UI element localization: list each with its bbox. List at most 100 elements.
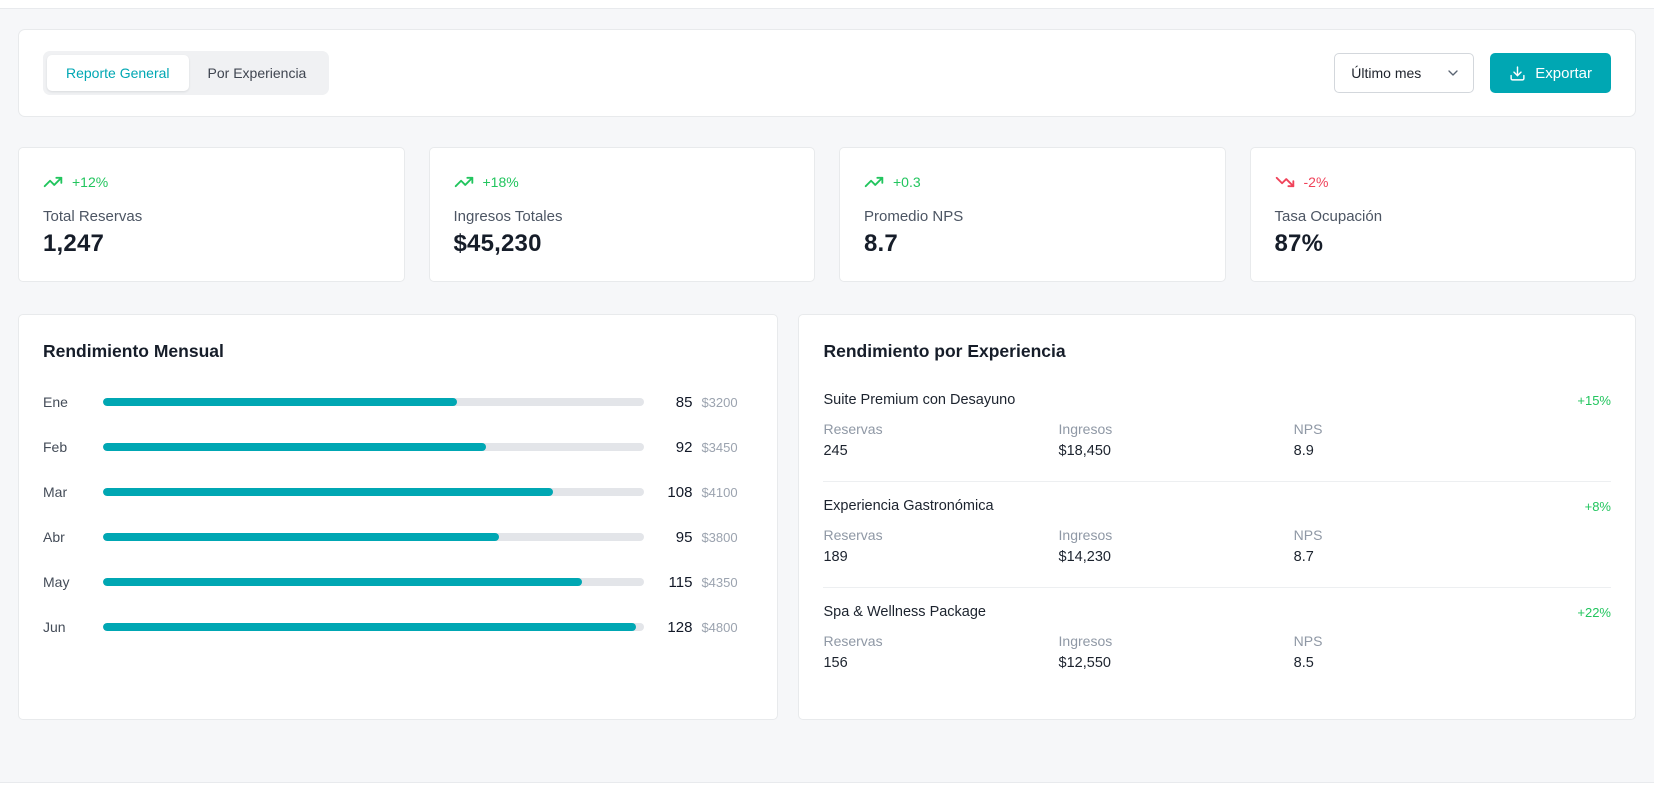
experience-header: Suite Premium con Desayuno +15% xyxy=(823,392,1611,408)
bar-fill xyxy=(103,488,553,496)
bar-revenue-value: $4100 xyxy=(701,484,738,500)
trending-up-icon xyxy=(43,172,63,192)
bar-fill xyxy=(103,623,637,631)
bar-revenue-value: $3800 xyxy=(701,529,738,545)
metric-value: 245 xyxy=(823,443,848,459)
bar-revenue-value: $3450 xyxy=(701,439,738,455)
metric-value: $18,450 xyxy=(1058,443,1111,459)
bar-revenue-value: $4800 xyxy=(701,619,738,635)
bar-reservas-value: 128 xyxy=(667,618,693,636)
export-button-label: Exportar xyxy=(1535,64,1592,82)
metric-value: $12,550 xyxy=(1058,655,1111,671)
bar-reservas-value: 95 xyxy=(675,528,693,546)
metric-label: Reservas xyxy=(823,633,883,649)
monthly-panel-title: Rendimiento Mensual xyxy=(43,341,224,361)
bar-track xyxy=(103,443,645,451)
metric-nps: NPS 8.7 xyxy=(1294,527,1611,565)
bar-reservas-value: 108 xyxy=(667,483,693,501)
export-button[interactable]: Exportar xyxy=(1490,53,1611,93)
metric-label: Reservas xyxy=(823,527,883,543)
kpi-trend: +18% xyxy=(454,172,791,192)
tab-reporte-general[interactable]: Reporte General xyxy=(47,55,189,91)
dashboard-page: Reporte General Por Experiencia Último m… xyxy=(0,29,1654,720)
kpi-value: 8.7 xyxy=(864,230,898,257)
metric-value: 156 xyxy=(823,655,848,671)
metric-value: 189 xyxy=(823,549,848,565)
kpi-card-tasa-ocupacion: -2% Tasa Ocupación 87% xyxy=(1249,147,1636,282)
period-select-value: Último mes xyxy=(1351,65,1422,81)
trending-up-icon xyxy=(454,172,474,192)
kpi-trend-value: +18% xyxy=(482,174,519,190)
tab-group: Reporte General Por Experiencia xyxy=(43,51,330,95)
bar-fill xyxy=(103,533,499,541)
experience-trend: +22% xyxy=(1577,604,1611,620)
tab-por-experiencia[interactable]: Por Experiencia xyxy=(189,55,326,91)
bar-track xyxy=(103,533,645,541)
bar-row-feb: Feb 92 $3450 xyxy=(43,439,753,456)
experience-panel-title: Rendimiento por Experiencia xyxy=(823,341,1066,361)
bar-track xyxy=(103,623,645,631)
metric-reservas: Reservas 245 xyxy=(823,421,1058,459)
kpi-label: Total Reservas xyxy=(43,208,143,225)
kpi-trend-value: +12% xyxy=(72,174,109,190)
bar-revenue-value: $3200 xyxy=(701,394,738,410)
top-edge-strip xyxy=(0,0,1654,9)
bar-track xyxy=(103,488,645,496)
metric-label: Ingresos xyxy=(1058,633,1113,649)
metric-ingresos: Ingresos $12,550 xyxy=(1059,633,1294,671)
toolbar-actions: Último mes Exportar xyxy=(1334,53,1611,93)
bar-fill xyxy=(103,398,458,406)
period-select[interactable]: Último mes xyxy=(1334,53,1475,93)
experience-header: Spa & Wellness Package +22% xyxy=(823,604,1611,620)
bar-row-mar: Mar 108 $4100 xyxy=(43,483,753,501)
kpi-card-total-reservas: +12% Total Reservas 1,247 xyxy=(18,147,405,282)
bar-row-jun: Jun 128 $4800 xyxy=(43,618,753,636)
metric-value: 8.5 xyxy=(1293,655,1314,671)
metric-label: Ingresos xyxy=(1058,527,1113,543)
kpi-value: 1,247 xyxy=(43,230,105,257)
bar-fill xyxy=(103,578,583,586)
trending-up-icon xyxy=(864,172,884,192)
download-icon xyxy=(1509,65,1526,82)
bar-month-label: Mar xyxy=(43,484,68,500)
metric-label: NPS xyxy=(1293,633,1323,649)
metric-value: 8.9 xyxy=(1293,443,1314,459)
experience-name: Suite Premium con Desayuno xyxy=(823,392,1016,408)
kpi-card-promedio-nps: +0.3 Promedio NPS 8.7 xyxy=(839,147,1226,282)
kpi-label: Promedio NPS xyxy=(864,208,964,225)
bar-revenue-value: $4350 xyxy=(701,574,738,590)
kpi-value: $45,230 xyxy=(453,230,542,257)
experience-metrics: Reservas 245 Ingresos $18,450 NPS 8.9 xyxy=(823,421,1611,459)
trending-down-icon xyxy=(1275,172,1295,192)
experience-name: Spa & Wellness Package xyxy=(823,604,986,620)
bar-track xyxy=(103,578,645,586)
bar-month-label: Ene xyxy=(43,394,68,410)
experience-performance-panel: Rendimiento por Experiencia Suite Premiu… xyxy=(798,314,1636,720)
experience-trend: +15% xyxy=(1577,392,1611,408)
experience-trend: +8% xyxy=(1584,498,1611,514)
kpi-trend: +12% xyxy=(43,172,380,192)
bar-track xyxy=(103,398,645,406)
bar-month-label: Abr xyxy=(43,529,65,545)
toolbar: Reporte General Por Experiencia Último m… xyxy=(18,29,1636,117)
panels-row: Rendimiento Mensual Ene 85 $3200 Feb 92 … xyxy=(18,314,1636,720)
metric-nps: NPS 8.9 xyxy=(1294,421,1611,459)
kpi-trend: +0.3 xyxy=(864,172,1201,192)
kpi-label: Ingresos Totales xyxy=(453,208,563,225)
bar-reservas-value: 115 xyxy=(668,573,693,591)
metric-reservas: Reservas 189 xyxy=(823,527,1058,565)
kpi-value: 87% xyxy=(1274,230,1324,257)
monthly-bar-chart: Ene 85 $3200 Feb 92 $3450 Mar 108 $4100 xyxy=(43,394,753,636)
metric-value: 8.7 xyxy=(1293,549,1314,565)
kpi-trend-value: -2% xyxy=(1303,174,1329,190)
bar-month-label: Jun xyxy=(43,619,66,635)
experience-header: Experiencia Gastronómica +8% xyxy=(823,498,1611,514)
experience-metrics: Reservas 189 Ingresos $14,230 NPS 8.7 xyxy=(823,527,1611,565)
experience-metrics: Reservas 156 Ingresos $12,550 NPS 8.5 xyxy=(823,633,1611,671)
kpi-label: Tasa Ocupación xyxy=(1274,208,1383,225)
metric-reservas: Reservas 156 xyxy=(823,633,1058,671)
experience-item-gastronomica: Experiencia Gastronómica +8% Reservas 18… xyxy=(823,482,1611,588)
metric-label: NPS xyxy=(1293,421,1323,437)
kpi-card-ingresos-totales: +18% Ingresos Totales $45,230 xyxy=(428,147,815,282)
kpi-trend-value: +0.3 xyxy=(893,174,921,190)
